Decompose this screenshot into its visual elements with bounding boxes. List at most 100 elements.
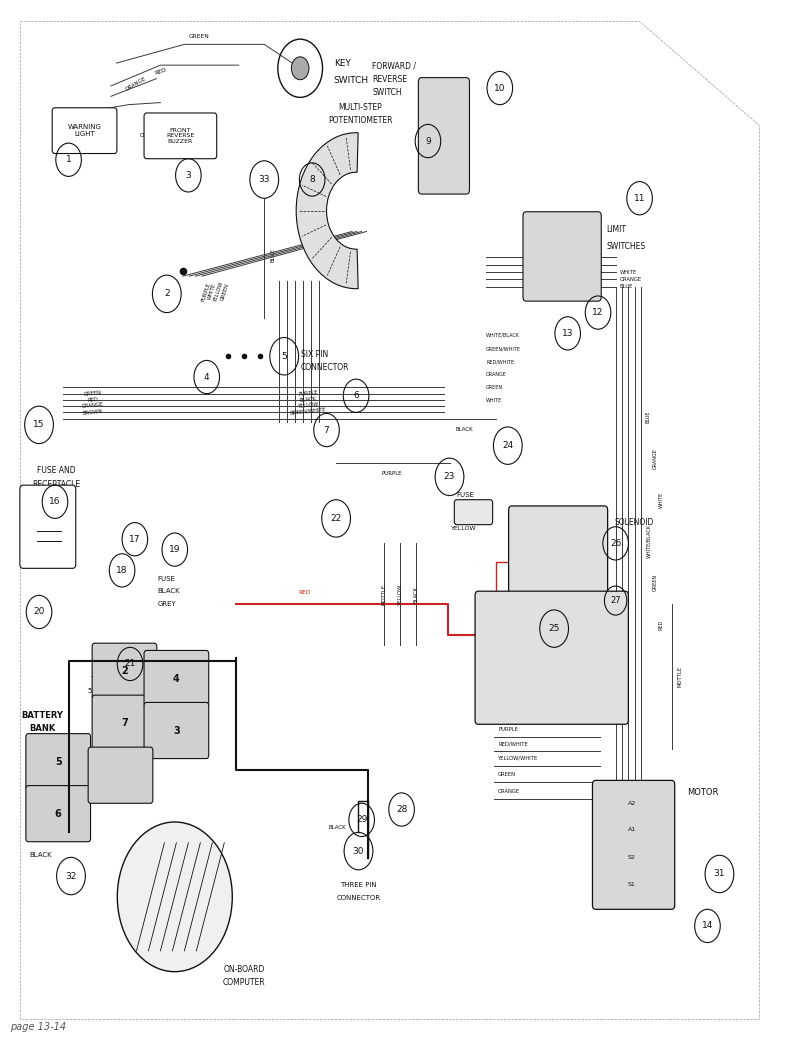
- Text: BLACK: BLACK: [414, 586, 418, 603]
- Text: 5 PLACES: 5 PLACES: [88, 688, 121, 694]
- Text: A2: A2: [627, 801, 636, 806]
- Text: SIX PIN: SIX PIN: [301, 350, 328, 359]
- Text: 4: 4: [204, 373, 210, 382]
- Text: GREY: GREY: [158, 601, 176, 607]
- Text: WHITE: WHITE: [658, 491, 664, 508]
- Text: RED/WHITE: RED/WHITE: [486, 360, 514, 365]
- Text: 2: 2: [164, 289, 170, 299]
- Text: YELLOW: YELLOW: [451, 527, 477, 531]
- Text: MOTTLE: MOTTLE: [526, 604, 531, 625]
- Text: E: E: [35, 557, 40, 563]
- Text: MOTTLE: MOTTLE: [382, 584, 386, 605]
- Text: RED: RED: [658, 619, 664, 630]
- Text: SWITCH: SWITCH: [372, 88, 402, 98]
- Text: BROWN: BROWN: [70, 120, 91, 128]
- Text: CONNECTOR: CONNECTOR: [301, 363, 350, 373]
- Text: CONTROLLER: CONTROLLER: [518, 620, 586, 629]
- Text: SWITCH: SWITCH: [334, 76, 369, 85]
- Text: MOTTLE: MOTTLE: [678, 666, 683, 687]
- Text: 3: 3: [186, 171, 191, 180]
- Text: 2: 2: [121, 666, 128, 677]
- Text: PURPLE: PURPLE: [382, 471, 402, 476]
- Text: BATTERY: BATTERY: [22, 711, 63, 720]
- Text: 22: 22: [330, 514, 342, 523]
- Text: GREEN: GREEN: [652, 575, 658, 591]
- Text: WHITE/BLACK: WHITE/BLACK: [486, 333, 520, 338]
- Text: 30: 30: [353, 846, 364, 856]
- FancyBboxPatch shape: [144, 651, 209, 707]
- FancyBboxPatch shape: [52, 108, 117, 153]
- Text: GREEN: GREEN: [188, 34, 209, 40]
- Text: ORANGE: ORANGE: [498, 789, 520, 794]
- Text: WHITE: WHITE: [206, 283, 217, 301]
- Text: TYPICAL: TYPICAL: [90, 676, 118, 682]
- Text: ORANGE/WHITE: ORANGE/WHITE: [140, 132, 181, 137]
- FancyBboxPatch shape: [523, 211, 602, 301]
- FancyBboxPatch shape: [20, 485, 76, 568]
- Text: GREEN: GREEN: [486, 385, 503, 390]
- Text: RED: RED: [154, 67, 167, 76]
- Text: 26: 26: [610, 539, 622, 548]
- Text: RED: RED: [298, 590, 310, 595]
- Text: MOTOR: MOTOR: [687, 788, 719, 797]
- Text: 24: 24: [502, 441, 514, 450]
- Text: FUSE: FUSE: [158, 576, 175, 582]
- Text: J: J: [489, 609, 490, 615]
- Text: 18: 18: [116, 566, 128, 575]
- Text: SOLENOID: SOLENOID: [614, 518, 654, 527]
- Text: BROWN: BROWN: [82, 408, 103, 415]
- Circle shape: [118, 822, 232, 971]
- Text: WHITE: WHITE: [620, 270, 637, 275]
- Text: 8: 8: [310, 175, 315, 184]
- Text: RECEPTACLE: RECEPTACLE: [33, 480, 81, 488]
- Text: PURPLE: PURPLE: [498, 727, 518, 732]
- Text: 31: 31: [714, 869, 725, 879]
- Text: LIMIT: LIMIT: [606, 225, 626, 234]
- Text: PURPLE: PURPLE: [298, 389, 318, 397]
- Text: 7: 7: [324, 426, 330, 434]
- Text: GREEN/WHITE: GREEN/WHITE: [486, 347, 522, 352]
- Text: 25: 25: [549, 625, 560, 633]
- FancyBboxPatch shape: [88, 747, 153, 804]
- Text: WARNING
LIGHT: WARNING LIGHT: [68, 124, 102, 137]
- Text: 6: 6: [354, 391, 359, 400]
- Text: GREEN/WHITE: GREEN/WHITE: [290, 407, 326, 415]
- Text: 27: 27: [610, 596, 621, 605]
- Text: BLACK: BLACK: [455, 427, 473, 432]
- Text: ORANGE: ORANGE: [620, 277, 642, 282]
- Text: KEY: KEY: [334, 58, 350, 68]
- Text: 20: 20: [34, 608, 45, 616]
- FancyBboxPatch shape: [593, 781, 674, 910]
- FancyBboxPatch shape: [92, 643, 157, 700]
- Text: SWITCHES: SWITCHES: [606, 242, 645, 251]
- Text: WHITE/BLACK: WHITE/BLACK: [646, 525, 651, 558]
- Text: BANK: BANK: [29, 723, 55, 733]
- Text: GREEN: GREEN: [219, 282, 230, 301]
- Text: GREEN: GREEN: [83, 390, 102, 397]
- Text: S1: S1: [628, 882, 635, 887]
- Text: ON-BOARD: ON-BOARD: [223, 965, 265, 974]
- Text: page 13-14: page 13-14: [10, 1022, 66, 1032]
- Text: MULTI-STEP: MULTI-STEP: [338, 103, 382, 112]
- Text: BLACK: BLACK: [299, 397, 317, 403]
- Text: A1: A1: [627, 827, 636, 832]
- Text: THREE PIN: THREE PIN: [340, 883, 377, 888]
- Text: BLUE: BLUE: [646, 410, 651, 423]
- Text: FRONT
REVERSE
BUZZER: FRONT REVERSE BUZZER: [166, 128, 194, 144]
- Text: YELLOW: YELLOW: [298, 402, 319, 409]
- Text: COMPUTER: COMPUTER: [223, 977, 266, 987]
- Text: REVERSE: REVERSE: [372, 75, 407, 84]
- FancyBboxPatch shape: [26, 734, 90, 790]
- Text: RED: RED: [528, 558, 539, 562]
- Text: 3: 3: [173, 726, 180, 736]
- Text: CONNECTOR: CONNECTOR: [337, 895, 381, 900]
- Text: 33: 33: [258, 175, 270, 184]
- Text: YELLOW: YELLOW: [398, 584, 402, 605]
- Text: BLUE: BLUE: [270, 249, 276, 262]
- Text: 13: 13: [562, 329, 574, 338]
- Circle shape: [291, 57, 309, 80]
- FancyBboxPatch shape: [509, 506, 608, 608]
- FancyBboxPatch shape: [418, 78, 470, 194]
- Text: BLACK: BLACK: [30, 853, 52, 858]
- Text: 10: 10: [494, 83, 506, 93]
